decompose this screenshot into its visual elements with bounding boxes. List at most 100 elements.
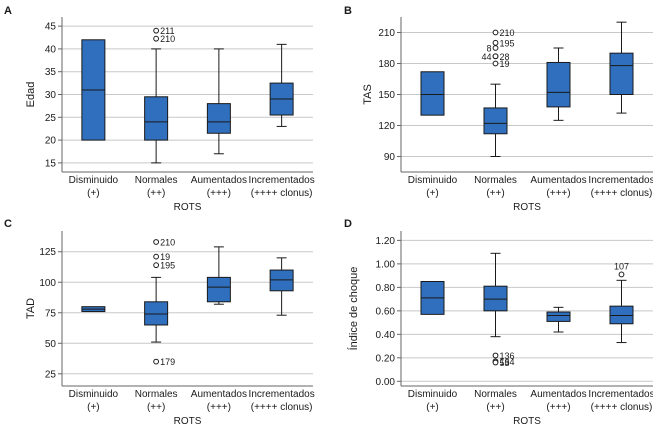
y-tick-label: 0.20 [376,353,396,364]
x-category-label: Incrementados [588,389,653,400]
outlier-marker [153,35,160,42]
y-tick-label: 35 [45,67,57,78]
outlier-marker [492,60,499,67]
y-tick-label: 210 [378,28,395,39]
panel-letter: C [4,218,12,230]
x-category-sublabel: (++) [486,188,504,199]
x-category-label: Aumentados [530,389,586,400]
x-axis-title: ROTS [174,416,202,427]
box-iqr [609,305,634,325]
outlier-marker [492,45,499,51]
outlier-label: 211 [160,26,174,36]
outlier-label: 19 [500,59,510,69]
outlier: 195 [153,261,175,271]
box-iqr [609,52,634,95]
y-tick-label: 75 [45,308,57,319]
outlier: 19 [153,252,170,262]
y-tick-label: 50 [45,339,57,350]
outlier-label: 44 [481,52,491,62]
x-category-label: Incrementados [588,175,653,186]
x-axis-title: ROTS [174,202,202,213]
y-tick-label: 15 [45,158,57,169]
box-4 [269,257,294,316]
box-iqr [206,276,231,303]
outlier: 211 [153,26,174,36]
x-category-sublabel: (+) [87,402,100,413]
box-1 [81,39,106,141]
outlier: 53 [492,358,510,368]
outlier-label: 210 [160,34,175,44]
box-iqr [546,61,571,108]
panel-d: D 0.00 0.20 0.40 0.60 0.80 1.00 1.20 Índice de c… [344,218,653,427]
x-category-sublabel: (++++ clonus) [251,188,313,199]
x-category-label: Aumentados [191,175,247,186]
box-4 [269,43,294,127]
outlier-label: 28 [500,52,510,62]
box-1 [420,280,445,315]
outlier-label: 19 [160,252,170,262]
box-2 [144,276,169,343]
y-tick-label: 90 [384,152,396,163]
x-category-sublabel: (++) [147,188,165,199]
outlier-marker [153,358,160,365]
x-category-label: Aumentados [530,175,586,186]
outlier-marker [492,53,499,60]
box-2 [144,48,169,164]
box-2 [483,252,508,338]
outlier-marker [153,262,160,269]
x-category-label: Disminuido [408,389,458,400]
y-tick-label: 45 [45,22,57,33]
panel-letter: A [4,5,12,17]
y-axis-title: Edad [25,82,37,108]
y-tick-label: 100 [39,278,56,289]
outlier-label: 107 [614,261,629,271]
outlier-label: 210 [160,237,175,247]
x-category-label: Normales [135,175,178,186]
box-4 [609,279,634,344]
y-tick-label: 25 [45,369,57,380]
x-category-label: Normales [474,175,517,186]
y-tick-label: 20 [45,136,57,147]
y-tick-label: 30 [45,90,57,101]
x-category-sublabel: (+) [87,188,100,199]
box-iqr [144,301,169,326]
x-category-label: Aumentados [191,389,247,400]
x-category-sublabel: (+) [426,402,439,413]
x-category-label: Incrementados [249,175,315,186]
outlier: 8 [486,44,499,54]
x-category-label: Disminuido [69,389,119,400]
box-iqr [269,269,294,292]
x-axis-title: ROTS [513,202,541,213]
outlier-marker [153,253,160,260]
x-category-label: Incrementados [249,389,315,400]
outlier-marker [153,239,160,245]
outlier-label: 210 [500,28,515,38]
y-tick-label: 0.80 [376,283,396,294]
outlier-label: 195 [160,261,175,271]
y-axis-title: TAD [25,298,37,319]
y-tick-label: 0.00 [376,377,396,388]
y-tick-label: 120 [378,121,395,132]
y-tick-label: 25 [45,113,57,124]
x-axis-title: ROTS [513,416,541,427]
box-3 [206,246,231,305]
x-category-sublabel: (++) [147,402,165,413]
y-tick-label: 1.00 [376,259,396,270]
box-iqr [483,285,508,312]
x-category-sublabel: (+++) [546,188,570,199]
y-axis-title: Índice de choque [347,267,360,351]
box-iqr [206,103,231,134]
x-category-sublabel: (++++ clonus) [591,188,653,199]
outlier: 107 [614,261,629,278]
y-tick-label: 40 [45,44,57,55]
box-3 [546,47,571,121]
x-category-sublabel: (+++) [207,402,231,413]
y-tick-label: 0.60 [376,306,396,317]
box-4 [609,21,634,114]
outlier-marker [492,352,499,359]
outlier: 179 [153,357,175,367]
x-category-sublabel: (+) [426,188,439,199]
y-tick-label: 0.40 [376,330,396,341]
